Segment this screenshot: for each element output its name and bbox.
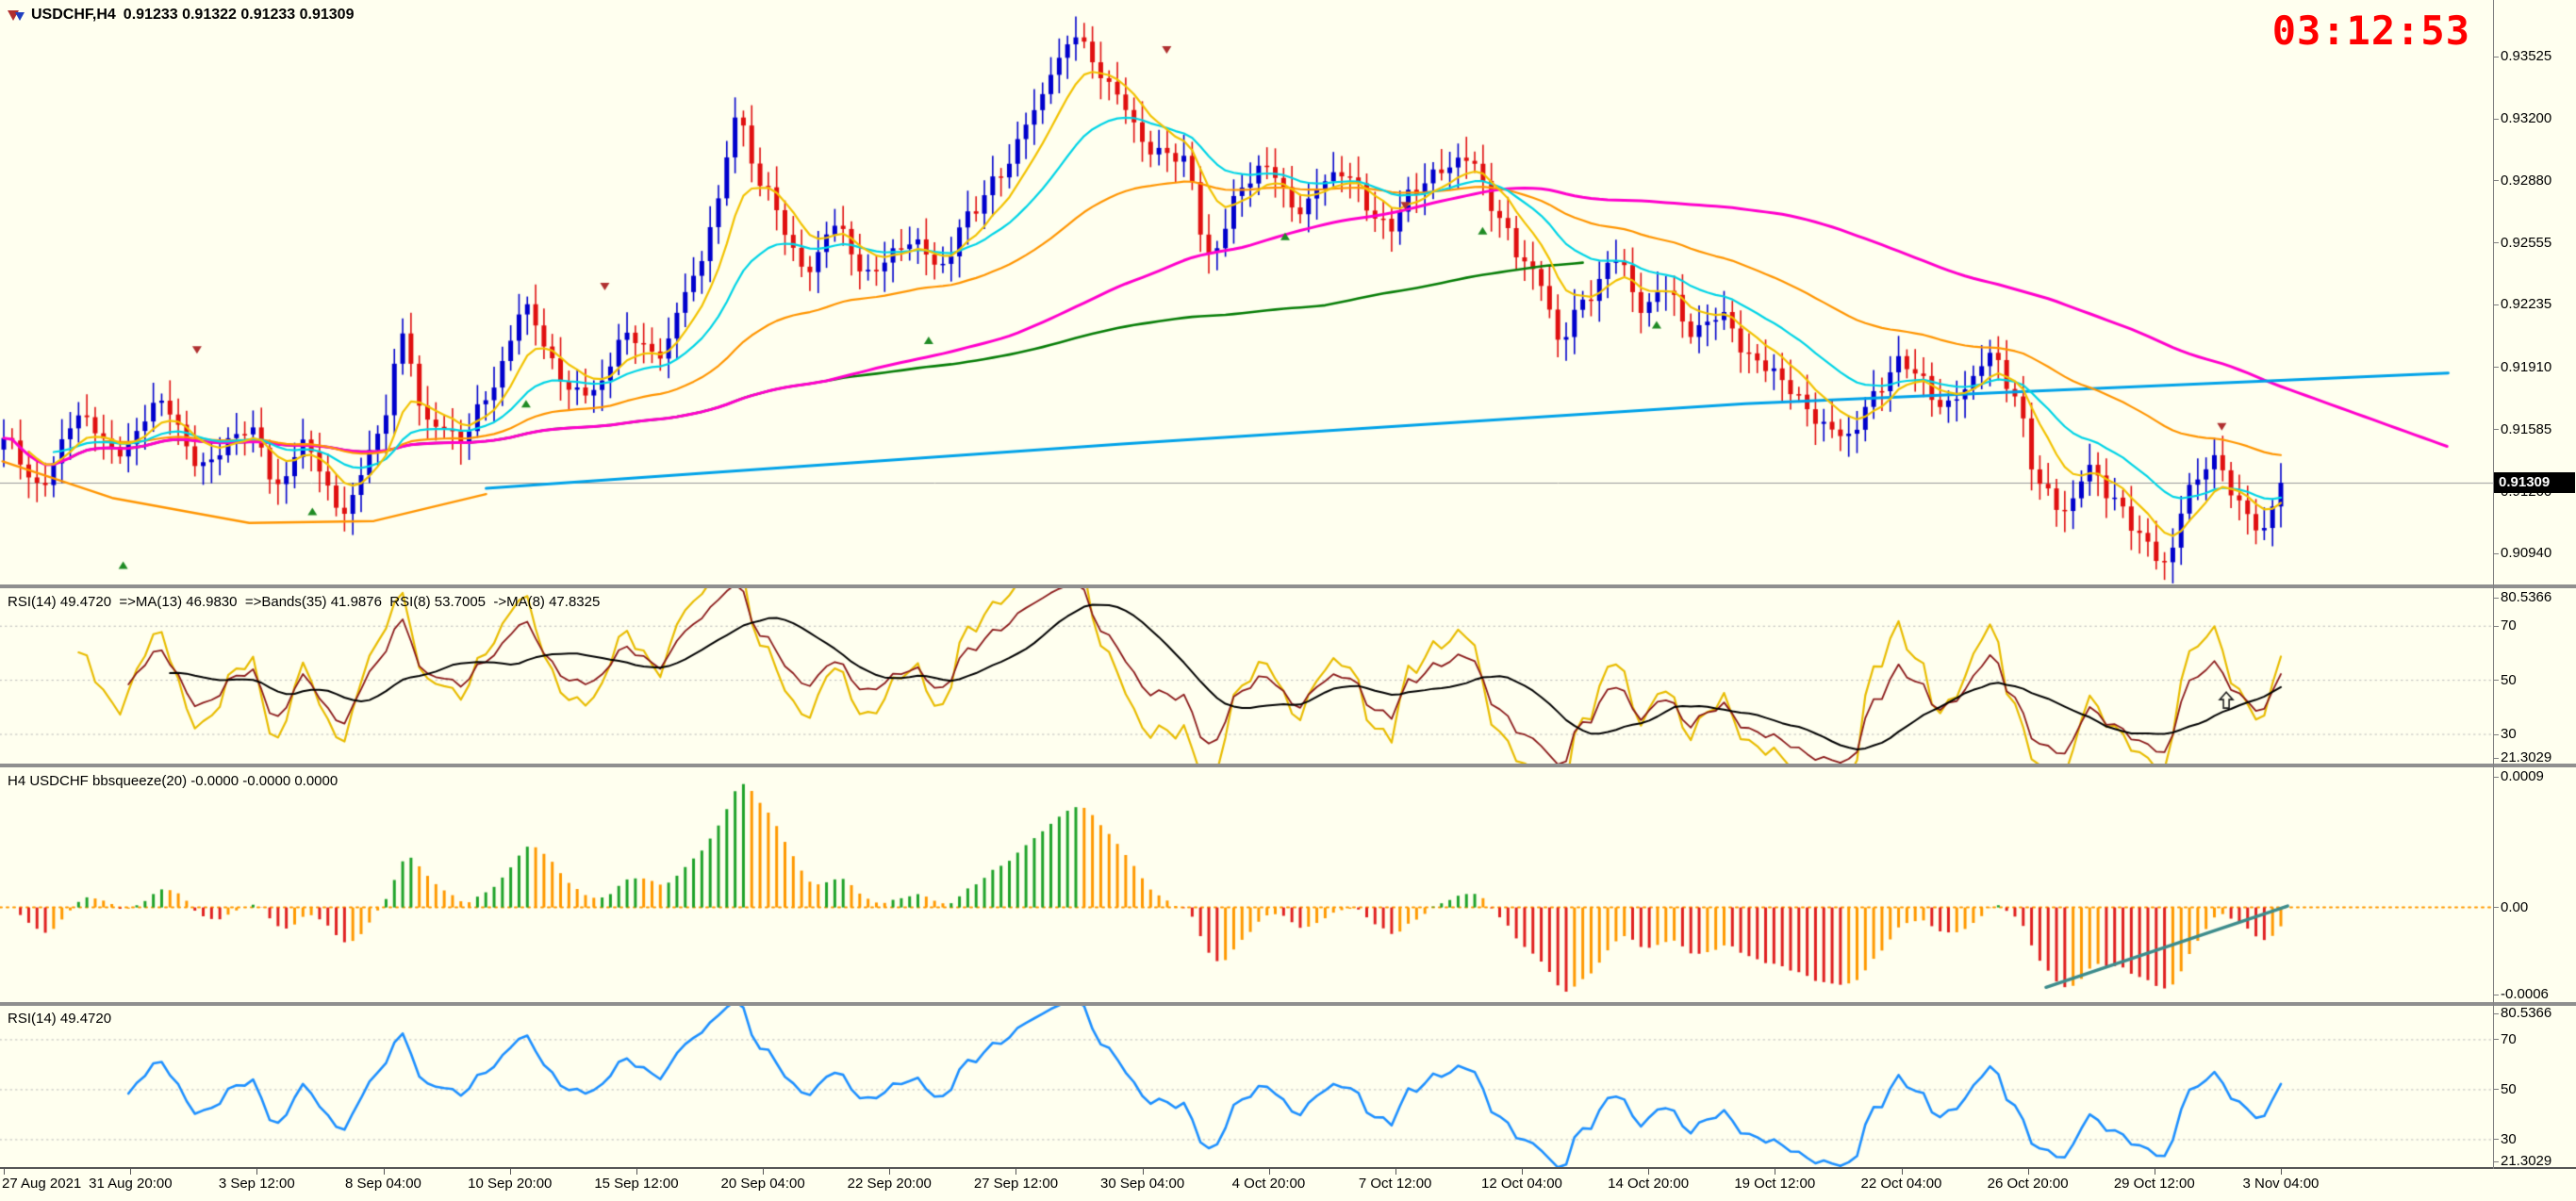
rsi-panel-canvas[interactable] bbox=[0, 1006, 2493, 1167]
rsi-indicator-label: RSI(14) 49.4720 bbox=[8, 1011, 112, 1027]
panel-separator[interactable] bbox=[0, 1002, 2576, 1006]
panel-separator[interactable] bbox=[0, 764, 2576, 767]
time-axis[interactable]: 27 Aug 2021 31 Aug 20:00 3 Sep 12:00 8 S… bbox=[0, 1169, 2493, 1201]
price-scale[interactable]: 0.93525 0.93200 0.92880 0.92555 0.92235 … bbox=[2492, 0, 2576, 1169]
bbsqueeze-indicator-label: H4 USDCHF bbsqueeze(20) -0.0000 -0.0000 … bbox=[8, 773, 339, 789]
clock-overlay: 03:12:53 bbox=[2271, 8, 2470, 54]
time-axis-label: 19 Oct 12:00 bbox=[1734, 1176, 1816, 1192]
time-axis-label: 27 Aug 2021 bbox=[2, 1176, 82, 1192]
symbol-period-label: USDCHF,H4 bbox=[31, 7, 116, 23]
time-tick bbox=[4, 1169, 5, 1175]
price-scale-label: 0.92235 bbox=[2492, 296, 2552, 313]
time-axis-label: 22 Sep 20:00 bbox=[847, 1176, 932, 1192]
scale-divider bbox=[2493, 0, 2494, 1169]
rsi-scale-label: 80.5366 bbox=[2492, 589, 2552, 605]
time-axis-label: 12 Oct 04:00 bbox=[1481, 1176, 1562, 1192]
main-chart-canvas[interactable] bbox=[0, 0, 2493, 584]
rsi-scale-label: 50 bbox=[2493, 671, 2517, 688]
time-tick bbox=[889, 1169, 890, 1175]
time-tick bbox=[510, 1169, 511, 1175]
rsi-scale-label: 70 bbox=[2493, 617, 2517, 634]
time-axis-label: 4 Oct 20:00 bbox=[1231, 1176, 1306, 1192]
time-tick bbox=[2281, 1169, 2282, 1175]
time-tick bbox=[130, 1169, 131, 1175]
price-scale-label: 0.93525 bbox=[2492, 48, 2552, 65]
time-tick bbox=[636, 1169, 637, 1175]
panel-separator bbox=[0, 1167, 2576, 1169]
time-tick bbox=[1902, 1169, 1903, 1175]
symbol-icon bbox=[8, 9, 25, 22]
time-tick bbox=[763, 1169, 764, 1175]
time-axis-label: 30 Sep 04:00 bbox=[1100, 1176, 1185, 1192]
time-axis-label: 29 Oct 12:00 bbox=[2113, 1176, 2195, 1192]
rsi-multi-panel-canvas[interactable] bbox=[0, 588, 2493, 764]
time-axis-label: 3 Sep 12:00 bbox=[218, 1176, 295, 1192]
time-tick bbox=[256, 1169, 257, 1175]
time-tick bbox=[1143, 1169, 1144, 1175]
ohlc-readout: 0.91233 0.91322 0.91233 0.91309 bbox=[123, 7, 355, 23]
time-tick bbox=[1522, 1169, 1523, 1175]
time-axis-label: 27 Sep 12:00 bbox=[973, 1176, 1059, 1192]
time-axis-label: 22 Oct 04:00 bbox=[1860, 1176, 1942, 1192]
time-tick bbox=[1648, 1169, 1649, 1175]
rsi-scale-label: 21.3029 bbox=[2492, 749, 2552, 765]
rsi-scale-label: 30 bbox=[2493, 1130, 2517, 1147]
rsi-scale-label: 70 bbox=[2493, 1030, 2517, 1047]
time-tick bbox=[384, 1169, 385, 1175]
time-tick bbox=[1395, 1169, 1396, 1175]
time-axis-label: 20 Sep 04:00 bbox=[720, 1176, 805, 1192]
squeeze-scale-label: 0.00 bbox=[2492, 898, 2529, 915]
rsi-scale-label: 30 bbox=[2493, 726, 2517, 743]
time-axis-label: 15 Sep 12:00 bbox=[594, 1176, 679, 1192]
time-axis-label: 31 Aug 20:00 bbox=[89, 1176, 173, 1192]
rsi-multi-indicator-label: RSI(14) 49.4720 =>MA(13) 46.9830 =>Bands… bbox=[8, 594, 601, 610]
squeeze-scale-label: -0.0006 bbox=[2493, 986, 2549, 1002]
time-axis-label: 10 Sep 20:00 bbox=[468, 1176, 553, 1192]
time-axis-label: 3 Nov 04:00 bbox=[2242, 1176, 2320, 1192]
price-scale-label: 0.92880 bbox=[2492, 172, 2552, 189]
time-axis-label: 7 Oct 12:00 bbox=[1358, 1176, 1432, 1192]
panel-separator[interactable] bbox=[0, 584, 2576, 588]
rsi-scale-label: 21.3029 bbox=[2492, 1153, 2552, 1169]
current-price-box: 0.91309 bbox=[2494, 472, 2575, 494]
time-axis-label: 8 Sep 04:00 bbox=[345, 1176, 421, 1192]
time-axis-label: 26 Oct 20:00 bbox=[1987, 1176, 2069, 1192]
price-scale-label: 0.91910 bbox=[2492, 358, 2552, 375]
rsi-scale-label: 80.5366 bbox=[2492, 1005, 2552, 1021]
bbsqueeze-panel-canvas[interactable] bbox=[0, 767, 2493, 1002]
price-scale-label: 0.91585 bbox=[2492, 420, 2552, 437]
price-scale-label: 0.92555 bbox=[2492, 234, 2552, 251]
time-tick bbox=[2028, 1169, 2029, 1175]
price-scale-label: 0.90940 bbox=[2492, 545, 2552, 562]
chart-title: USDCHF,H4 0.91233 0.91322 0.91233 0.9130… bbox=[8, 7, 354, 24]
rsi-scale-label: 50 bbox=[2493, 1080, 2517, 1097]
squeeze-scale-label: 0.0009 bbox=[2493, 768, 2544, 784]
time-tick bbox=[1269, 1169, 1270, 1175]
time-axis-label: 14 Oct 20:00 bbox=[1608, 1176, 1690, 1192]
price-scale-label: 0.93200 bbox=[2492, 110, 2552, 127]
